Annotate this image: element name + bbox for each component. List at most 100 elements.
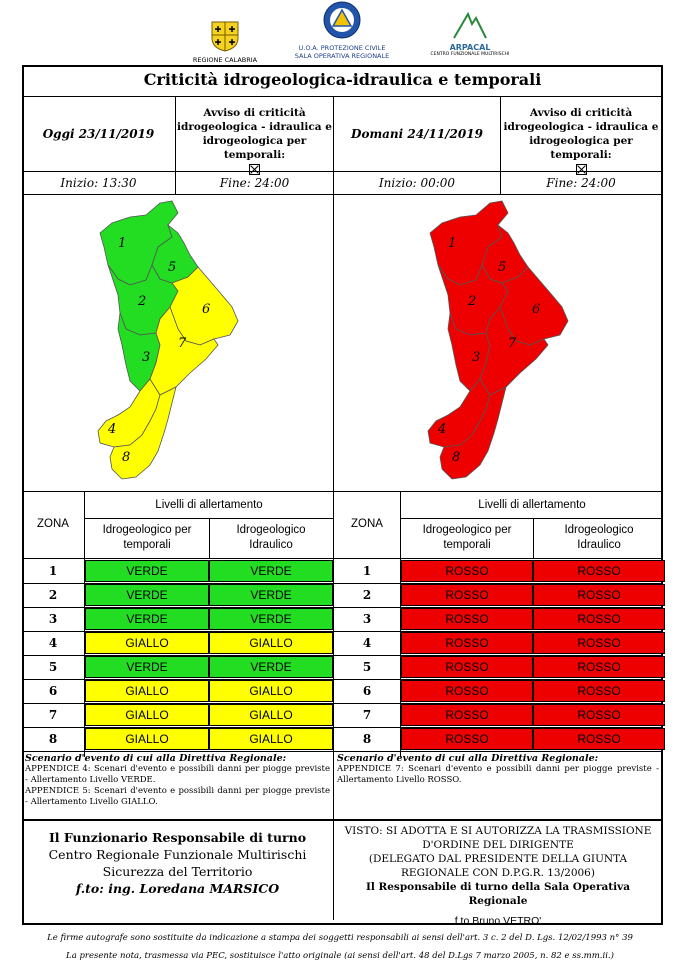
today-zona-7-col1-level: GIALLO [85,704,209,726]
protezione-civile-emblem-icon [323,1,361,39]
map-tomorrow-zone-label-6: 6 [532,302,540,317]
tomorrow-zona-2: 2 [362,588,372,602]
protezione-civile-logo: U.O.A. PROTEZIONE CIVILE SALA OPERATIVA … [282,0,402,64]
today-zona-4-col2-level: GIALLO [209,632,333,654]
today-scenario-line1: APPENDICE 4: Scenari d'evento e possibil… [25,764,330,785]
tomorrow-avviso: Avviso di criticità idrogeologica - idra… [501,106,661,175]
map-tomorrow-zone-label-7: 7 [508,336,517,351]
today-livelli-header: Livelli di allertamento [155,498,263,511]
today-zona-7-col2-level: GIALLO [209,704,333,726]
tomorrow-zona-7-col1-level: ROSSO [401,704,533,726]
tomorrow-zona-1-col1-level: ROSSO [401,560,533,582]
today-inizio: Inizio: 13:30 [60,176,137,190]
tomorrow-zona-4-col1-level: ROSSO [401,632,533,654]
today-zona-header: ZONA [37,517,69,530]
arpacal-logo: ARPACAL CENTRO FUNZIONALE MULTIRISCHI [420,10,520,64]
tomorrow-zone-map: 1 2 3 4 5 6 7 8 [427,200,569,480]
today-scenario-title: Scenario d'evento di cui alla Direttiva … [25,753,287,764]
map-today-zone-label-8: 8 [122,450,130,465]
today-zona-8-col1-level: GIALLO [85,728,209,750]
calabria-shield-icon: ✚ ✚ ✚ ✚ [211,21,239,52]
tomorrow-avviso-checkbox [575,163,587,175]
signature-left: Il Funzionario Responsabile di turno Cen… [24,829,331,897]
bulletin-frame [22,65,663,925]
today-zona-5: 5 [48,660,58,674]
signature-left-line3: Sicurezza del Territorio [102,864,253,879]
today-avviso-text: Avviso di criticità idrogeologica - idra… [177,107,332,161]
today-col2-header: Idrogeologico Idraulico [236,524,306,551]
tomorrow-livelli-header: Livelli di allertamento [478,498,586,511]
tomorrow-zona-2-col2-level: ROSSO [533,584,665,606]
map-tomorrow-zone-label-2: 2 [467,294,476,309]
regione-calabria-logo: ✚ ✚ ✚ ✚ REGIONE CALABRIA [190,20,260,64]
signature-right-line5: Il Responsabile di turno della Sala Oper… [365,881,631,907]
today-zona-8-col2-level: GIALLO [209,728,333,750]
today-zona-6: 6 [48,684,58,698]
today-zona-6-col2-level: GIALLO [209,680,333,702]
map-today-zone-label-4: 4 [107,422,116,437]
tomorrow-zona-2-col1-level: ROSSO [401,584,533,606]
tomorrow-zona-8-col1-level: ROSSO [401,728,533,750]
svg-text:✚: ✚ [215,38,222,47]
map-today-zone-label-3: 3 [142,350,150,365]
today-zona-4: 4 [48,636,58,650]
today-zona-2: 2 [48,588,58,602]
tomorrow-zona-8: 8 [362,732,372,746]
tomorrow-zona-1: 1 [362,564,372,578]
svg-text:✚: ✚ [229,38,236,47]
today-scenario-line2: APPENDICE 5: Scenari d'evento e possibil… [25,786,330,807]
map-today-zone-label-6: 6 [202,302,210,317]
tomorrow-zona-8-col2-level: ROSSO [533,728,665,750]
signature-right-line4: REGIONALE CON D.P.G.R. 13/2006) [401,867,595,879]
logo-left-caption: REGIONE CALABRIA [192,56,258,64]
tomorrow-scenario-title: Scenario d'evento di cui alla Direttiva … [337,753,599,764]
today-zona-1: 1 [48,564,58,578]
tomorrow-zona-3: 3 [362,612,372,626]
footer-line1: Le firme autografe sono sostituite da in… [47,933,633,943]
tomorrow-scenario: Scenario d'evento di cui alla Direttiva … [337,753,659,819]
today-zona-3-col2-level: VERDE [209,608,333,630]
arpacal-mountain-icon [453,11,487,39]
today-zona-7: 7 [48,708,58,722]
footer-line2: La presente nota, trasmessa via PEC, sos… [66,951,614,961]
tomorrow-inizio: Inizio: 00:00 [378,176,456,190]
today-scenario: Scenario d'evento di cui alla Direttiva … [25,753,330,819]
tomorrow-zona-5: 5 [362,660,372,674]
map-today-zone-label-7: 7 [178,336,187,351]
tomorrow-zona-3-col1-level: ROSSO [401,608,533,630]
map-tomorrow-zone-label-4: 4 [437,422,446,437]
tomorrow-date: Domani 24/11/2019 [351,127,483,141]
tomorrow-fine: Fine: 24:00 [546,176,616,190]
tomorrow-zona-header: ZONA [351,517,383,530]
tomorrow-avviso-text: Avviso di criticità idrogeologica - idra… [503,107,659,161]
today-zona-5-col2-level: VERDE [209,656,333,678]
map-tomorrow-zone-label-3: 3 [472,350,480,365]
today-zona-4-col1-level: GIALLO [85,632,209,654]
tomorrow-zona-5-col1-level: ROSSO [401,656,533,678]
today-date: Oggi 23/11/2019 [42,127,155,141]
map-today-zone-label-2: 2 [137,294,146,309]
signature-left-line2: Centro Regionale Funzionale Multirischi [48,847,307,862]
tomorrow-zona-6: 6 [362,684,372,698]
today-fine: Fine: 24:00 [219,176,290,190]
tomorrow-zona-6-col2-level: ROSSO [533,680,665,702]
today-col1-header: Idrogeologico per temporali [102,524,192,551]
signature-right-line2: D'ORDINE DEL DIRIGENTE [422,839,574,851]
svg-text:✚: ✚ [229,25,236,34]
signature-left-line4: f.to: ing. Loredana MARSICO [75,881,280,896]
svg-text:✚: ✚ [215,25,222,34]
signature-right: VISTO: SI ADOTTA E SI AUTORIZZA LA TRASM… [335,824,661,928]
today-zona-3-col1-level: VERDE [85,608,209,630]
today-zone-map: 1 2 3 4 5 6 7 8 [97,200,239,480]
signature-right-line3: (DELEGATO DAL PRESIDENTE DELLA GIUNTA [368,853,628,865]
signature-left-line1: Il Funzionario Responsabile di turno [48,830,307,845]
map-tomorrow-zone-7 [479,306,549,396]
today-zona-8: 8 [48,732,58,746]
today-zona-1-col2-level: VERDE [209,560,333,582]
tomorrow-zona-6-col1-level: ROSSO [401,680,533,702]
map-today-zone-7 [149,306,219,396]
logo-right-caption-1: ARPACAL [449,43,491,52]
today-zona-1-col1-level: VERDE [85,560,209,582]
map-tomorrow-zone-label-8: 8 [452,450,460,465]
tomorrow-scenario-line1: APPENDICE 7: Scenari d'evento e possibil… [337,764,659,785]
